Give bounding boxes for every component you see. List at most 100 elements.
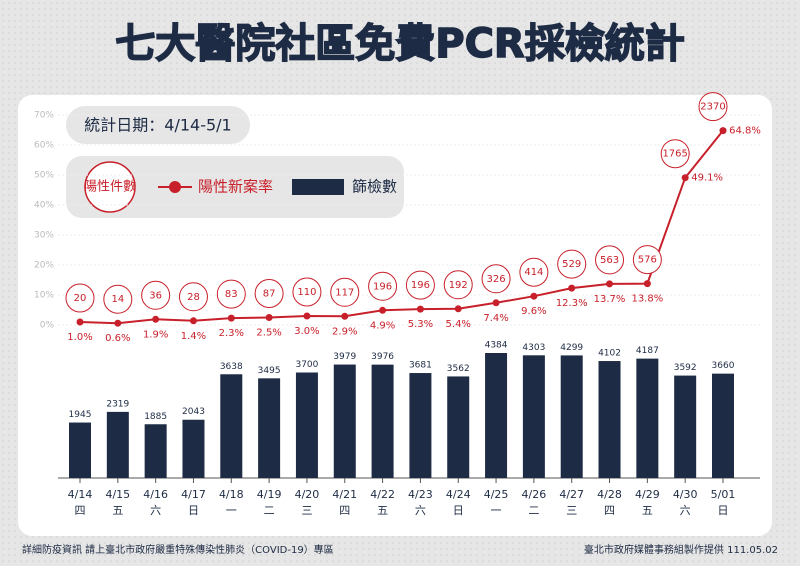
y-tick-label: 30%: [34, 231, 54, 241]
x-tick-label: 4/25: [484, 488, 509, 501]
legend-swatch: [292, 179, 344, 195]
weekday-label: 一: [226, 504, 237, 517]
bar: [258, 378, 281, 478]
positive-count: 192: [449, 280, 468, 291]
x-tick-label: 4/17: [181, 488, 206, 501]
bar: [636, 358, 659, 478]
bar-label: 3660: [712, 361, 735, 371]
bar: [182, 419, 205, 478]
bar: [560, 355, 583, 478]
positive-circle: [660, 139, 690, 169]
weekday-label: 日: [188, 504, 199, 517]
bar: [485, 353, 508, 478]
legend-label: 陽性新案率: [198, 178, 273, 196]
rate-point: [303, 312, 311, 320]
bar: [712, 373, 734, 478]
bar: [333, 364, 356, 478]
positive-circle: [698, 92, 728, 122]
rate-label: 7.4%: [483, 313, 508, 324]
y-tick-label: 0%: [40, 321, 55, 331]
rate-point: [530, 292, 538, 300]
positive-count: 576: [638, 255, 657, 266]
positive-circle: [254, 279, 284, 308]
bar-label: 1945: [69, 410, 92, 420]
rate-label: 4.9%: [370, 320, 395, 331]
bar-label: 3562: [447, 364, 470, 374]
weekday-label: 六: [415, 504, 426, 517]
rate-point: [227, 314, 235, 322]
footer-right: 臺北市政府媒體事務組製作提供 111.05.02: [584, 543, 778, 556]
positive-count: 110: [297, 287, 316, 298]
rate-label: 5.3%: [408, 319, 433, 330]
rate-label: 12.3%: [556, 298, 588, 309]
weekday-label: 日: [453, 504, 464, 517]
positive-circle: [141, 280, 171, 310]
bar-label: 4299: [560, 343, 583, 353]
rate-point: [454, 305, 462, 313]
positive-circle: [557, 249, 587, 279]
bar: [409, 373, 432, 478]
rate-line: [79, 129, 724, 325]
bar-label: 3638: [220, 362, 243, 372]
bar-label: 2043: [182, 407, 205, 417]
rate-point: [719, 127, 727, 135]
positive-circle: [330, 277, 360, 307]
bar: [371, 364, 394, 478]
rate-label: 0.6%: [105, 333, 130, 344]
bar: [106, 411, 129, 478]
weekday-label: 六: [680, 504, 691, 517]
x-tick-label: 4/28: [597, 488, 622, 501]
bar: [522, 355, 545, 478]
bar: [295, 372, 318, 478]
bar-label: 4187: [636, 346, 659, 356]
bar-label: 3495: [258, 366, 281, 376]
rate-point: [341, 312, 349, 320]
x-tick-label: 4/16: [143, 488, 168, 501]
positive-circle: [178, 282, 208, 312]
rate-point: [681, 174, 689, 182]
bar-label: 3592: [674, 363, 697, 373]
weekday-label: 一: [491, 504, 502, 517]
weekday-label: 三: [566, 504, 577, 517]
x-tick-label: 4/20: [295, 488, 320, 501]
positive-count: 83: [225, 289, 238, 300]
positive-circle: [519, 257, 549, 287]
positive-count: 14: [111, 294, 124, 305]
weekday-label: 五: [112, 504, 123, 517]
positive-circle: [292, 277, 322, 307]
positive-circle: [595, 245, 625, 275]
bar: [447, 376, 470, 478]
rate-label: 1.9%: [143, 329, 168, 340]
rate-point: [416, 305, 424, 313]
positive-circle: [216, 279, 246, 309]
x-tick-label: 4/18: [219, 488, 244, 501]
bar-label: 4384: [485, 341, 508, 351]
rate-label: 13.8%: [631, 294, 663, 305]
weekday-label: 四: [339, 504, 350, 517]
positive-circle: [65, 283, 95, 313]
rate-point: [76, 318, 84, 326]
weekday-label: 四: [604, 504, 615, 517]
bar-label: 2319: [106, 399, 129, 409]
positive-count: 20: [74, 293, 87, 304]
positive-count: 414: [524, 267, 543, 278]
x-tick-label: 4/14: [68, 488, 93, 501]
bar: [69, 422, 91, 478]
chart-title: 七大醫院社區免費PCR採檢統計: [115, 21, 684, 67]
positive-count: 529: [562, 259, 581, 270]
rate-point: [606, 280, 614, 288]
weekday-label: 三: [301, 504, 312, 517]
bar-label: 1885: [144, 412, 167, 422]
x-tick-label: 4/22: [370, 488, 395, 501]
bar: [144, 424, 167, 478]
rate-point: [152, 315, 160, 323]
rate-point: [189, 317, 197, 325]
positive-circle: [481, 264, 511, 294]
x-tick-label: 4/24: [446, 488, 471, 501]
positive-count: 196: [373, 281, 392, 292]
legend-label: 陽性件數: [84, 180, 136, 195]
positive-count: 36: [149, 290, 162, 301]
footer-left: 詳細防疫資訊 請上臺北市政府嚴重特殊傳染性肺炎（COVID-19）專區: [22, 543, 334, 556]
rate-label: 1.0%: [67, 332, 92, 343]
x-tick-label: 4/30: [673, 488, 698, 501]
